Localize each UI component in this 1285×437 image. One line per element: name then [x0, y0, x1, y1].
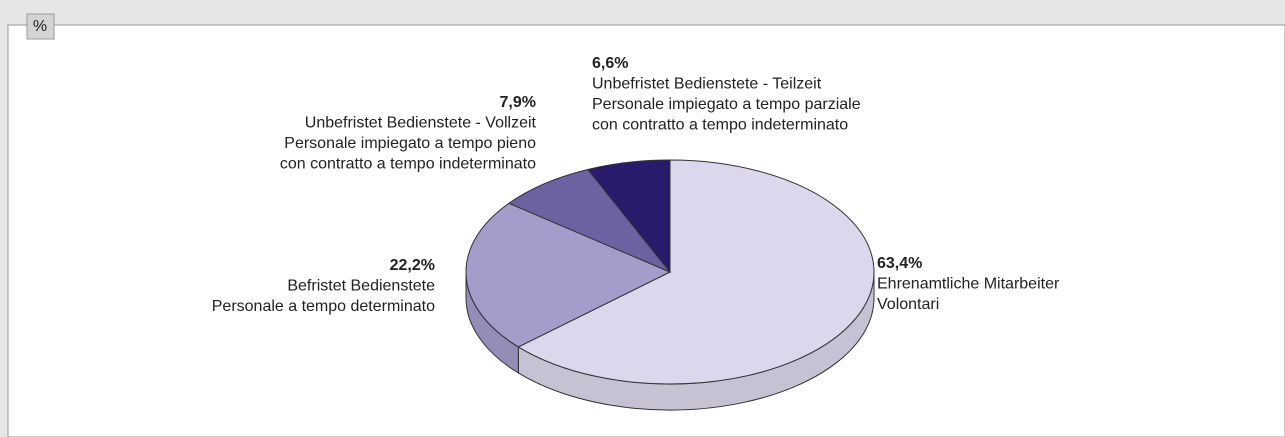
slice-label: Unbefristet Bedienstete - Teilzeit	[592, 76, 822, 93]
slice-label: con contratto a tempo indeterminato	[280, 156, 536, 173]
chart-title: %	[33, 18, 47, 35]
slice-label: con contratto a tempo indeterminato	[592, 117, 848, 134]
pie-slice	[465, 202, 672, 348]
slice-value-label: 7,9%	[500, 94, 536, 111]
slice-label: Befristet Bedienstete	[287, 278, 435, 295]
title-box	[26, 13, 55, 40]
slice-label: Personale impiegato a tempo parziale	[592, 96, 861, 113]
pie-slice	[507, 168, 671, 273]
slice-value-label: 22,2%	[390, 257, 435, 274]
slice-label: Volontari	[877, 296, 939, 313]
slice-label: Personale impiegato a tempo pieno	[284, 135, 536, 152]
slice-label: Unbefristet Bedienstete - Vollzeit	[305, 115, 537, 132]
slice-label: Ehrenamtliche Mitarbeiter	[877, 276, 1060, 293]
labels: 63,4% Ehrenamtliche Mitarbeiter Volontari 2…	[212, 55, 1060, 315]
pie-slice	[587, 159, 671, 274]
slice-label: Personale a tempo determinato	[212, 298, 435, 315]
slice-value-label: 6,6%	[592, 55, 628, 72]
slice-value-label: 63,4%	[877, 255, 922, 272]
pie-tops	[465, 159, 875, 385]
pie-slice	[517, 159, 875, 385]
